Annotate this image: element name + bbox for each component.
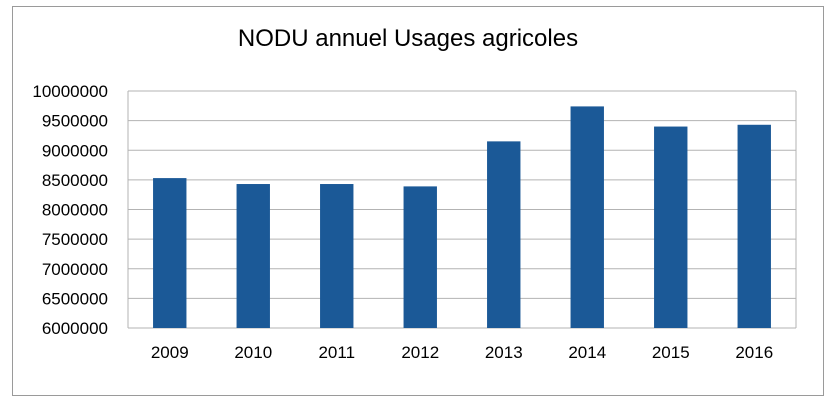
x-tick-label: 2010 <box>234 343 272 362</box>
bar-2012 <box>403 186 437 328</box>
x-tick-label: 2009 <box>151 343 189 362</box>
x-tick-label: 2013 <box>485 343 523 362</box>
x-tick-label: 2012 <box>401 343 439 362</box>
y-tick-label: 10000000 <box>32 82 108 101</box>
bar-2014 <box>570 106 604 328</box>
y-axis-ticks: 6000000 6500000 7000000 7500000 8000000 85000… <box>32 82 108 338</box>
x-tick-label: 2016 <box>735 343 773 362</box>
y-tick-label: 8500000 <box>42 171 108 190</box>
x-tick-label: 2015 <box>652 343 690 362</box>
y-tick-label: 9500000 <box>42 112 108 131</box>
gridlines <box>127 90 797 329</box>
y-tick-label: 9000000 <box>42 141 108 160</box>
bars <box>153 106 771 329</box>
bar-2016 <box>737 124 771 329</box>
bar-2013 <box>487 141 521 328</box>
chart-title: NODU annuel Usages agricoles <box>238 25 578 52</box>
y-tick-label: 8000000 <box>42 201 108 220</box>
y-tick-label: 7500000 <box>42 230 108 249</box>
bar-2011 <box>320 184 354 328</box>
bar-2009 <box>153 178 187 328</box>
x-tick-label: 2014 <box>568 343 606 362</box>
y-tick-label: 6000000 <box>42 319 108 338</box>
y-tick-label: 6500000 <box>42 289 108 308</box>
bar-2015 <box>654 126 688 328</box>
bar-2010 <box>236 184 270 328</box>
y-tick-label: 7000000 <box>42 260 108 279</box>
x-tick-label: 2011 <box>318 343 355 362</box>
x-axis-ticks: 2009 2010 2011 2012 2013 2014 2015 2016 <box>151 343 773 362</box>
